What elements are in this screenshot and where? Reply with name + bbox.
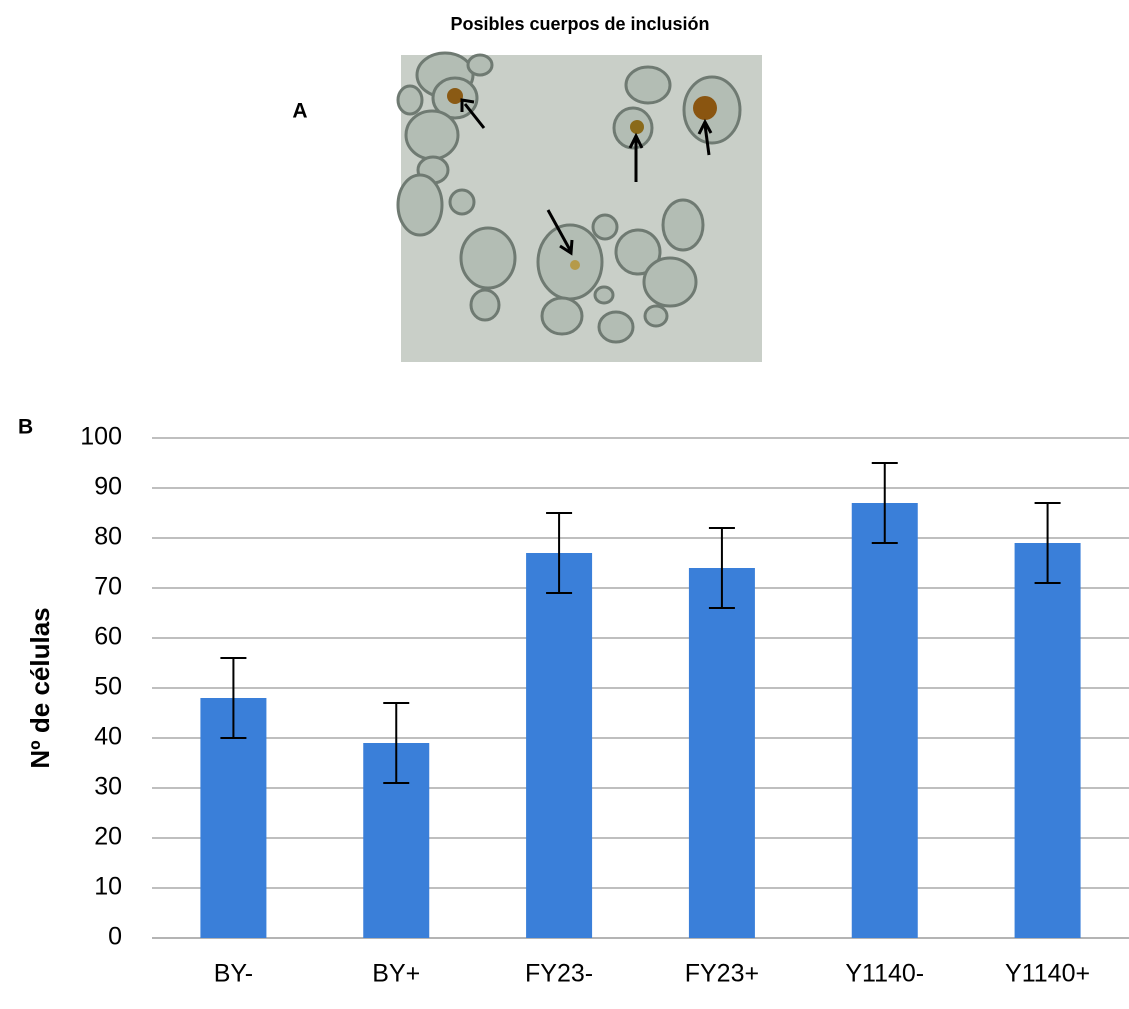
error-bar [871, 462, 898, 544]
arrows [460, 98, 713, 256]
panel-label: A [292, 100, 307, 123]
bar [526, 553, 593, 938]
bar [851, 503, 918, 938]
error-bar [220, 657, 247, 739]
y-tick-label: 70 [94, 573, 122, 601]
y-axis-label: Nº de células [25, 607, 55, 768]
error-bar [1034, 502, 1061, 584]
x-tick-label: FY23+ [685, 960, 759, 988]
bar [688, 568, 755, 938]
inclusions [447, 88, 717, 270]
y-tick-label: 60 [94, 623, 122, 651]
y-tick-label: 20 [94, 823, 122, 851]
cells [396, 51, 742, 344]
error-bar [383, 702, 410, 784]
y-tick-label: 40 [94, 723, 122, 751]
y-tick-label: 30 [94, 773, 122, 801]
y-tick-label: 80 [94, 523, 122, 551]
x-tick-label: Y1140+ [1005, 960, 1090, 988]
micrograph [396, 51, 762, 362]
panel-label: B [18, 416, 33, 439]
error-bar [708, 527, 735, 609]
y-tick-label: 100 [80, 423, 122, 451]
x-tick-label: Y1140- [845, 960, 924, 988]
figure-title: Posibles cuerpos de inclusión [450, 14, 709, 34]
y-tick-label: 0 [108, 923, 122, 951]
x-tick-label: FY23- [525, 960, 593, 988]
x-tick-label: BY+ [372, 960, 420, 988]
x-tick-label: BY- [214, 960, 253, 988]
y-tick-label: 50 [94, 673, 122, 701]
bar [1014, 543, 1081, 938]
y-tick-label: 90 [94, 473, 122, 501]
error-bar [546, 512, 573, 594]
y-tick-label: 10 [94, 873, 122, 901]
